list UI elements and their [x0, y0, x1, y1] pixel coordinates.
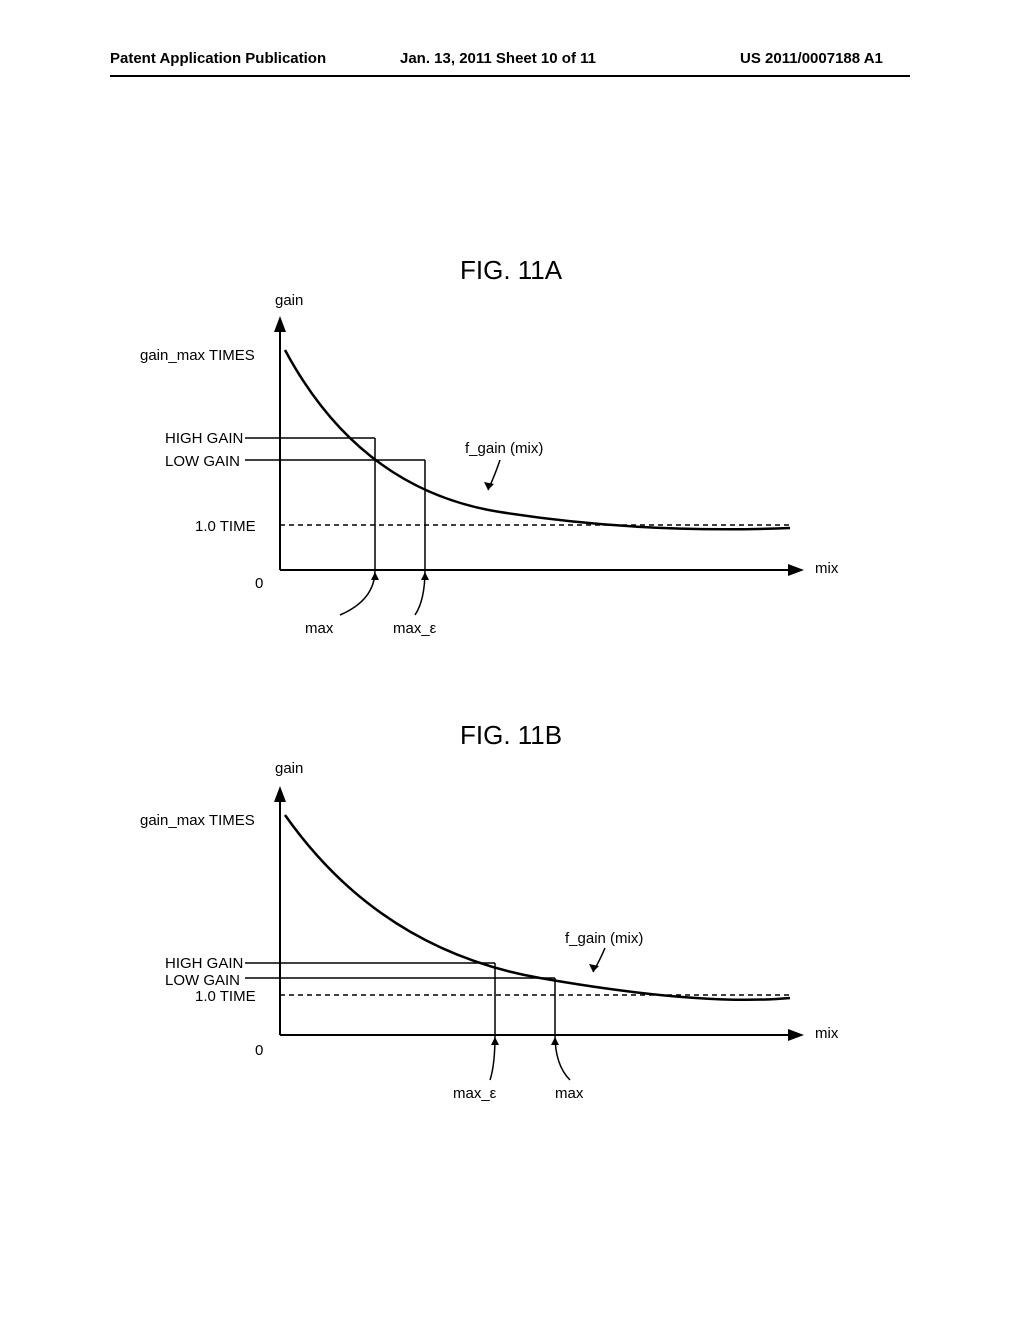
page: Patent Application Publication Jan. 13, … — [0, 0, 1024, 1320]
fig-b-plot — [0, 0, 1024, 1200]
